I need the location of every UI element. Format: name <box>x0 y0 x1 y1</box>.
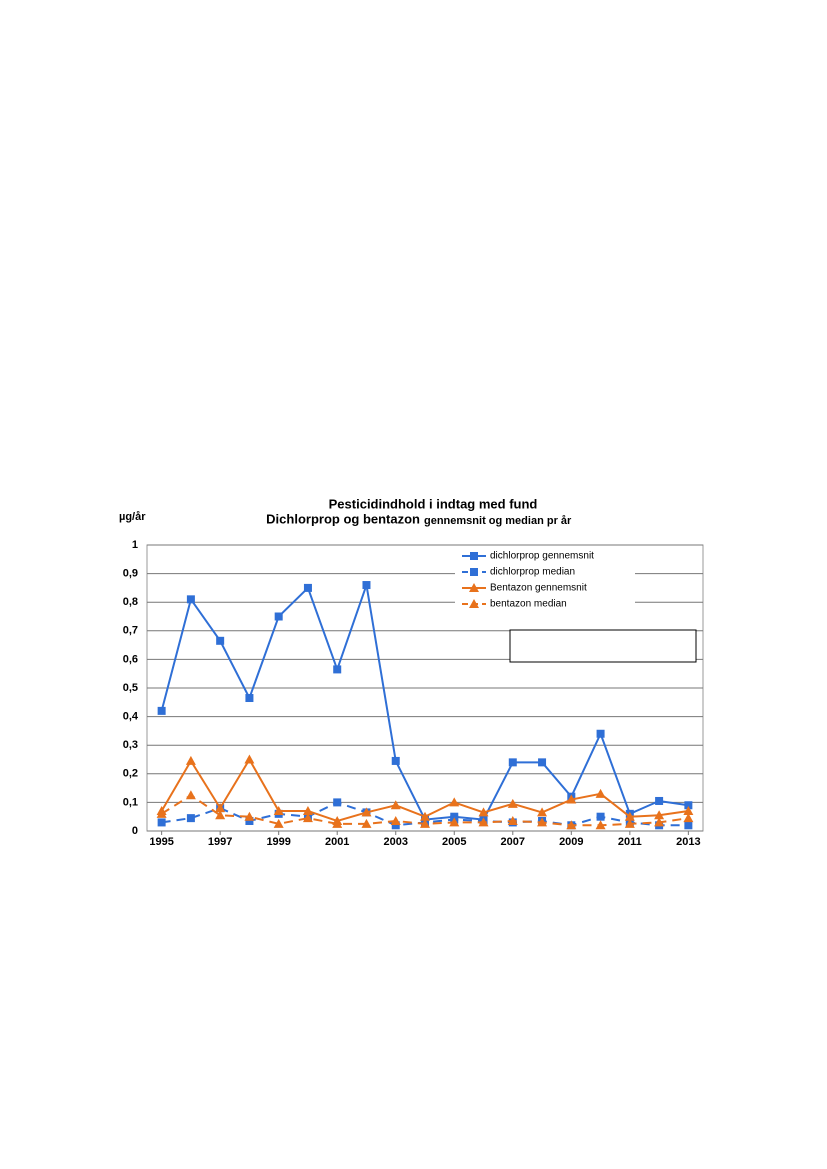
marker <box>216 636 225 645</box>
marker <box>684 821 693 830</box>
x-tick-label: 2007 <box>501 836 525 848</box>
marker <box>478 807 489 817</box>
marker <box>654 817 665 827</box>
marker <box>507 815 518 825</box>
x-tick-label: 2009 <box>559 836 583 848</box>
legend-label: bentazon median <box>490 599 567 610</box>
marker <box>185 790 196 800</box>
marker <box>186 814 195 823</box>
marker <box>244 754 255 764</box>
marker <box>333 798 342 807</box>
marker <box>215 803 226 813</box>
marker <box>595 788 606 798</box>
marker <box>684 801 693 810</box>
y-tick-label: 0,7 <box>123 625 138 637</box>
marker <box>273 805 284 815</box>
x-tick-label: 2003 <box>383 836 407 848</box>
marker <box>303 583 312 592</box>
marker <box>302 805 313 815</box>
marker <box>391 756 400 765</box>
y-tick-label: 0,8 <box>123 596 138 608</box>
marker <box>596 729 605 738</box>
legend-label: Bentazon gennemsnit <box>490 583 587 594</box>
marker <box>507 798 518 808</box>
legend-marker <box>470 568 478 576</box>
marker <box>449 797 460 807</box>
y-tick-label: 0,1 <box>123 796 138 808</box>
marker <box>595 820 606 830</box>
marker <box>274 612 283 621</box>
x-tick-label: 1999 <box>266 836 290 848</box>
y-tick-label: 1 <box>132 539 138 551</box>
chart-title: Pesticidindhold i indtag med fund <box>329 496 538 511</box>
marker <box>683 813 694 823</box>
marker <box>449 817 460 827</box>
y-tick-label: 0,9 <box>123 568 138 580</box>
x-tick-label: 2011 <box>618 836 642 848</box>
marker <box>156 808 167 818</box>
x-tick-label: 2013 <box>676 836 700 848</box>
legend-label: dichlorprop median <box>490 567 575 578</box>
marker <box>654 810 665 820</box>
y-tick-label: 0 <box>132 825 138 837</box>
x-tick-label: 1995 <box>149 836 173 848</box>
marker <box>157 706 166 715</box>
marker <box>185 755 196 765</box>
marker <box>273 818 284 828</box>
legend-marker <box>470 552 478 560</box>
y-tick-label: 0,6 <box>123 653 138 665</box>
chart-subtitle: Dichlorprop og bentazon <box>266 511 420 526</box>
marker <box>157 818 166 827</box>
marker <box>390 815 401 825</box>
blank-box <box>509 629 697 663</box>
y-tick-label: 0,3 <box>123 739 138 751</box>
marker <box>391 821 400 830</box>
x-tick-label: 2001 <box>325 836 349 848</box>
marker <box>538 758 547 767</box>
x-tick-label: 2005 <box>442 836 466 848</box>
marker <box>332 818 343 828</box>
legend-label: dichlorprop gennemsnit <box>490 551 594 562</box>
marker <box>478 817 489 827</box>
marker <box>215 810 226 820</box>
legend-marker <box>469 583 479 592</box>
legend-marker <box>469 599 479 608</box>
marker <box>537 807 548 817</box>
marker <box>302 813 313 823</box>
y-axis-label: µg/år <box>119 511 146 523</box>
marker <box>566 794 577 804</box>
marker <box>683 805 694 815</box>
marker <box>596 812 605 821</box>
marker <box>655 796 664 805</box>
marker <box>361 818 372 828</box>
marker <box>244 811 255 821</box>
marker <box>537 817 548 827</box>
marker <box>566 820 577 830</box>
marker <box>245 694 254 703</box>
marker <box>624 818 635 828</box>
marker <box>390 800 401 810</box>
marker <box>508 758 517 767</box>
chart-subtitle-note: gennemsnit og median pr år <box>424 515 572 527</box>
marker <box>186 595 195 604</box>
y-tick-label: 0,4 <box>123 711 139 723</box>
marker <box>361 807 372 817</box>
y-tick-label: 0,2 <box>123 768 138 780</box>
y-tick-label: 0,5 <box>123 682 138 694</box>
marker <box>420 811 430 821</box>
marker <box>333 665 342 674</box>
x-tick-label: 1997 <box>208 836 232 848</box>
series-line <box>160 584 689 821</box>
marker <box>245 816 254 825</box>
marker <box>362 581 371 590</box>
marker <box>624 811 635 821</box>
marker <box>420 818 430 828</box>
legend-box <box>455 547 635 611</box>
